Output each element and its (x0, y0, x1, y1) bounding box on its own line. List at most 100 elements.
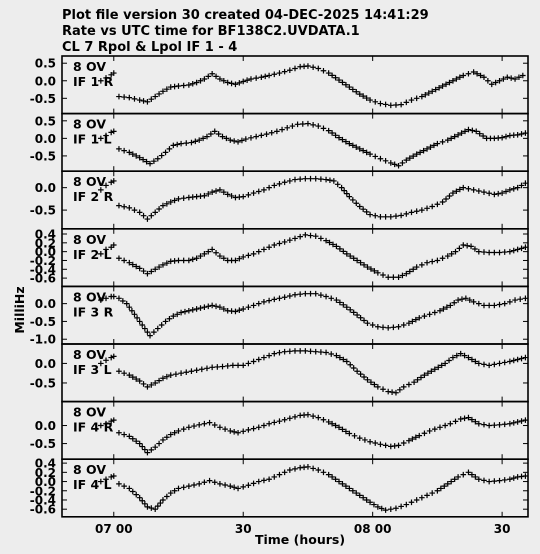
data-point (178, 370, 184, 376)
data-point (276, 471, 283, 478)
data-point (340, 356, 347, 363)
data-point (276, 70, 283, 76)
data-point (206, 419, 213, 426)
data-point (486, 422, 492, 429)
data-point (201, 76, 208, 82)
data-point (451, 299, 458, 306)
data-point (465, 185, 472, 192)
data-point (116, 368, 122, 375)
data-point (387, 160, 394, 166)
data-point (116, 295, 122, 302)
data-point (175, 485, 182, 492)
data-point (271, 296, 278, 303)
data-point (284, 125, 291, 131)
data-point (476, 130, 483, 137)
data-point (110, 70, 117, 76)
data-point (336, 77, 342, 83)
data-point (426, 311, 433, 318)
data-point (297, 233, 303, 240)
data-point (144, 270, 151, 277)
data-point (393, 213, 399, 219)
y-tick-label: -0.6 (30, 503, 56, 517)
data-point (281, 239, 288, 245)
data-point (446, 79, 453, 86)
x-axis: 07 00 30 08 00 30 (95, 522, 510, 536)
data-point (175, 428, 182, 434)
data-point (481, 421, 487, 428)
data-point (461, 352, 468, 359)
data-point (518, 131, 525, 137)
y-tick-label: 0.0 (35, 475, 56, 489)
data-point (492, 79, 499, 86)
data-point (403, 211, 410, 217)
data-point (444, 481, 451, 487)
data-point (302, 175, 309, 182)
data-point (148, 212, 155, 219)
data-point (501, 249, 508, 255)
data-point (507, 358, 513, 365)
y-tick-label: -1.0 (30, 333, 56, 347)
data-point (152, 93, 158, 100)
data-point (219, 133, 226, 140)
data-point (245, 304, 252, 310)
data-point (193, 367, 200, 374)
data-point (255, 300, 262, 307)
data-point (340, 302, 347, 308)
data-point (103, 295, 109, 302)
data-point (397, 387, 403, 393)
panel-label-bottom: IF 4 R (73, 420, 114, 435)
panel-label-bottom: IF 2 R (73, 189, 114, 204)
data-point (361, 374, 367, 380)
data-point (305, 411, 311, 418)
data-point (175, 196, 182, 202)
data-point (276, 418, 283, 424)
data-point (156, 206, 162, 212)
data-point (276, 181, 283, 187)
data-point (116, 255, 122, 262)
data-point (468, 243, 474, 250)
data-point (377, 100, 384, 107)
data-point (98, 478, 104, 485)
data-point (469, 356, 475, 363)
data-point (343, 428, 349, 435)
data-point (320, 125, 327, 132)
data-point (126, 149, 133, 156)
data-point (312, 348, 319, 355)
data-point (465, 414, 472, 421)
data-point (302, 290, 309, 297)
data-point (437, 307, 443, 314)
data-point (305, 63, 311, 69)
data-point (518, 245, 525, 252)
data-point (472, 418, 479, 425)
data-point (158, 322, 165, 328)
data-point (129, 151, 136, 157)
data-point (416, 432, 423, 439)
data-point (209, 302, 215, 309)
data-point (201, 192, 208, 199)
data-point (147, 160, 153, 167)
data-point (297, 176, 303, 182)
data-point (450, 77, 456, 84)
data-point (390, 274, 397, 281)
data-point (375, 384, 381, 390)
data-point (320, 67, 327, 74)
data-point (410, 153, 417, 159)
data-point (201, 251, 208, 257)
panel-label-top: 8 OV (73, 232, 106, 247)
y-tick-label: 0.0 (35, 245, 56, 259)
data-point (236, 307, 243, 314)
data-point (507, 420, 513, 427)
data-point (162, 318, 169, 325)
data-point (507, 476, 513, 483)
data-point (261, 422, 267, 429)
data-point (292, 235, 298, 242)
data-point (516, 74, 522, 81)
data-point (175, 83, 182, 89)
data-point (499, 134, 505, 141)
data-point (481, 302, 487, 309)
data-point (429, 258, 436, 265)
data-point (363, 497, 370, 503)
data-point (147, 332, 153, 339)
data-point (253, 133, 259, 140)
